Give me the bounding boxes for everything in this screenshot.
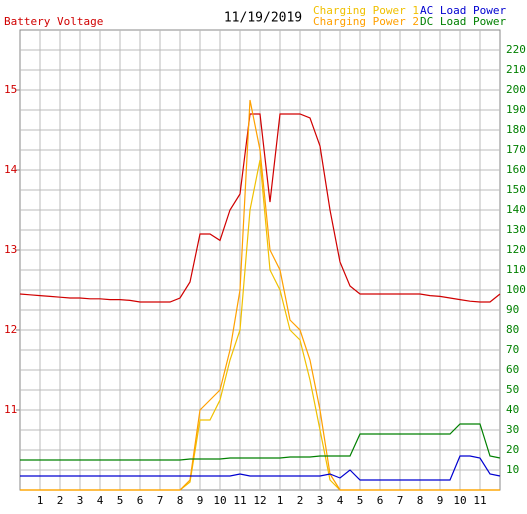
chart-title: 11/19/2019 <box>224 11 302 26</box>
x-tick-label: 5 <box>357 494 364 507</box>
y2-tick-label: 130 <box>506 223 526 236</box>
x-tick-label: 12 <box>253 494 266 507</box>
y2-tick-label: 190 <box>506 103 526 116</box>
x-tick-label: 10 <box>213 494 226 507</box>
x-tick-label: 11 <box>473 494 486 507</box>
x-tick-label: 2 <box>57 494 64 507</box>
x-tick-label: 9 <box>437 494 444 507</box>
y2-tick-label: 150 <box>506 183 526 196</box>
x-tick-label: 6 <box>137 494 144 507</box>
y2-tick-label: 200 <box>506 83 526 96</box>
y2-tick-label: 30 <box>506 423 519 436</box>
legend-entry: AC Load Power <box>420 4 506 17</box>
x-tick-label: 6 <box>377 494 384 507</box>
series-line <box>19 113 501 303</box>
y2-tick-label: 100 <box>506 283 526 296</box>
series-line <box>20 423 501 461</box>
x-tick-label: 9 <box>197 494 204 507</box>
x-tick-label: 4 <box>337 494 344 507</box>
x-tick-label: 1 <box>37 494 44 507</box>
x-tick-label: 2 <box>297 494 304 507</box>
series-line <box>20 455 501 481</box>
y2-tick-label: 210 <box>506 63 526 76</box>
legend-entry: DC Load Power <box>420 15 506 28</box>
y-tick-label: 11 <box>4 403 17 416</box>
x-tick-label: 7 <box>157 494 164 507</box>
y2-tick-label: 40 <box>506 403 519 416</box>
y2-tick-label: 180 <box>506 123 526 136</box>
x-tick-label: 11 <box>233 494 246 507</box>
series-line <box>20 99 500 491</box>
x-tick-label: 10 <box>453 494 466 507</box>
y2-tick-label: 90 <box>506 303 519 316</box>
y-tick-label: 12 <box>4 323 17 336</box>
y2-tick-label: 80 <box>506 323 519 336</box>
x-tick-label: 8 <box>177 494 184 507</box>
x-tick-label: 1 <box>277 494 284 507</box>
x-tick-label: 7 <box>397 494 404 507</box>
y2-tick-label: 110 <box>506 263 526 276</box>
y2-tick-label: 60 <box>506 363 519 376</box>
x-tick-label: 8 <box>417 494 424 507</box>
legend-entry: Battery Voltage <box>4 15 103 28</box>
y-tick-label: 14 <box>4 163 18 176</box>
y2-tick-label: 10 <box>506 463 519 476</box>
x-tick-label: 5 <box>117 494 124 507</box>
x-tick-label: 3 <box>317 494 324 507</box>
y-tick-label: 15 <box>4 83 17 96</box>
y2-tick-label: 220 <box>506 43 526 56</box>
x-tick-label: 3 <box>77 494 84 507</box>
y2-tick-label: 160 <box>506 163 526 176</box>
legend-entry: Charging Power 1 <box>313 4 419 17</box>
legend-entry: Charging Power 2 <box>313 15 419 28</box>
y2-tick-label: 170 <box>506 143 526 156</box>
y2-tick-label: 70 <box>506 343 519 356</box>
y-tick-label: 13 <box>4 243 17 256</box>
y2-tick-label: 120 <box>506 243 526 256</box>
x-tick-label: 4 <box>97 494 104 507</box>
y2-tick-label: 50 <box>506 383 519 396</box>
y2-tick-label: 20 <box>506 443 519 456</box>
y2-tick-label: 140 <box>506 203 526 216</box>
